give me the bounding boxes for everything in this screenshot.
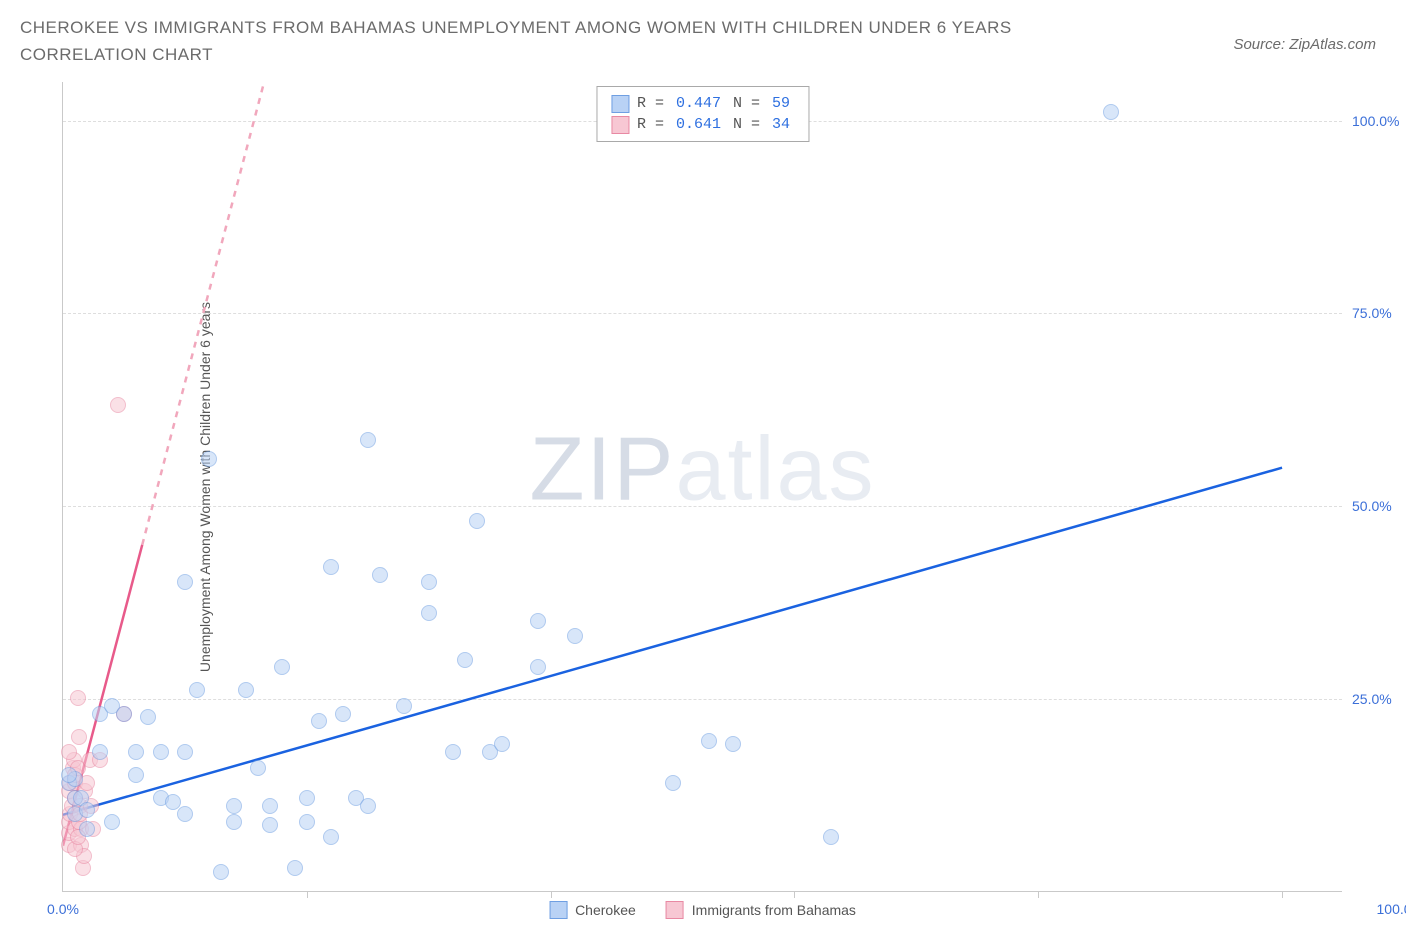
data-point	[701, 733, 717, 749]
data-point	[128, 744, 144, 760]
plot-region: ZIPatlas R = 0.447 N = 59 R = 0.641 N = …	[62, 82, 1342, 892]
data-point	[71, 729, 87, 745]
legend-label-cherokee: Cherokee	[575, 902, 636, 918]
x-max-label: 100.0%	[1377, 901, 1406, 917]
data-point	[457, 652, 473, 668]
data-point	[201, 451, 217, 467]
data-point	[360, 798, 376, 814]
data-point	[238, 682, 254, 698]
legend-item-cherokee: Cherokee	[549, 901, 636, 919]
data-point	[665, 775, 681, 791]
data-point	[70, 690, 86, 706]
data-point	[530, 659, 546, 675]
legend-label-bahamas: Immigrants from Bahamas	[692, 902, 856, 918]
data-point	[323, 829, 339, 845]
data-point	[421, 605, 437, 621]
data-point	[79, 802, 95, 818]
swatch-bahamas	[611, 116, 629, 134]
data-point	[104, 814, 120, 830]
data-point	[287, 860, 303, 876]
y-tick-label: 100.0%	[1352, 113, 1406, 129]
data-point	[116, 706, 132, 722]
data-point	[177, 744, 193, 760]
data-point	[140, 709, 156, 725]
data-point	[494, 736, 510, 752]
data-point	[421, 574, 437, 590]
data-point	[396, 698, 412, 714]
data-point	[128, 767, 144, 783]
legend-stats: R = 0.447 N = 59 R = 0.641 N = 34	[596, 86, 809, 142]
data-point	[725, 736, 741, 752]
data-point	[335, 706, 351, 722]
swatch-cherokee	[611, 95, 629, 113]
data-point	[79, 821, 95, 837]
data-point	[469, 513, 485, 529]
y-tick-label: 75.0%	[1352, 305, 1406, 321]
data-point	[445, 744, 461, 760]
data-point	[250, 760, 266, 776]
data-point	[262, 798, 278, 814]
chart-title: CHEROKEE VS IMMIGRANTS FROM BAHAMAS UNEM…	[20, 14, 1140, 68]
data-point	[823, 829, 839, 845]
data-point	[213, 864, 229, 880]
data-point	[274, 659, 290, 675]
chart-area: Unemployment Among Women with Children U…	[62, 82, 1342, 892]
data-point	[177, 806, 193, 822]
data-point	[61, 744, 77, 760]
data-point	[110, 397, 126, 413]
data-point	[360, 432, 376, 448]
source-attribution: Source: ZipAtlas.com	[1233, 14, 1386, 53]
legend-row-bahamas: R = 0.641 N = 34	[611, 114, 794, 135]
data-point	[262, 817, 278, 833]
y-tick-label: 25.0%	[1352, 691, 1406, 707]
chart-header: CHEROKEE VS IMMIGRANTS FROM BAHAMAS UNEM…	[0, 0, 1406, 68]
data-point	[92, 744, 108, 760]
swatch-bahamas-icon	[666, 901, 684, 919]
data-point	[226, 798, 242, 814]
data-point	[567, 628, 583, 644]
data-point	[299, 814, 315, 830]
data-point	[299, 790, 315, 806]
data-point	[226, 814, 242, 830]
data-point	[1103, 104, 1119, 120]
data-point	[323, 559, 339, 575]
swatch-cherokee-icon	[549, 901, 567, 919]
x-min-label: 0.0%	[47, 901, 79, 917]
legend-row-cherokee: R = 0.447 N = 59	[611, 93, 794, 114]
data-point	[530, 613, 546, 629]
legend-item-bahamas: Immigrants from Bahamas	[666, 901, 856, 919]
data-point	[189, 682, 205, 698]
data-point	[61, 767, 77, 783]
y-tick-label: 50.0%	[1352, 498, 1406, 514]
data-point	[311, 713, 327, 729]
data-point	[153, 744, 169, 760]
legend-series: Cherokee Immigrants from Bahamas	[549, 901, 856, 919]
data-point	[372, 567, 388, 583]
data-point	[177, 574, 193, 590]
